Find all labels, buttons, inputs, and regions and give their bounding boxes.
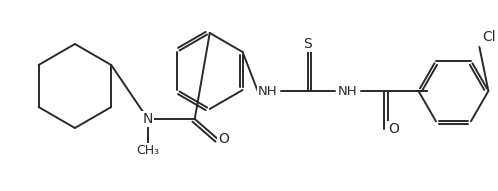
Text: CH₃: CH₃ [136, 145, 159, 158]
Text: N: N [142, 112, 153, 126]
Text: Cl: Cl [483, 30, 496, 44]
Text: O: O [218, 132, 229, 146]
Text: O: O [388, 122, 399, 136]
Text: NH: NH [258, 84, 277, 97]
Text: S: S [303, 37, 312, 51]
Text: NH: NH [338, 84, 358, 97]
